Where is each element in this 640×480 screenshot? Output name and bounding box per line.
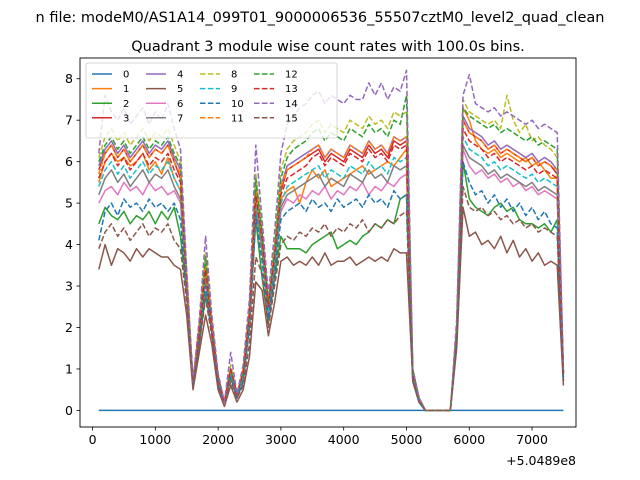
y-tick-label: 8 (65, 71, 73, 86)
x-tick-label: 1000 (139, 432, 171, 447)
legend-label-1: 1 (123, 84, 129, 95)
legend-label-13: 13 (285, 84, 298, 95)
y-tick-label: 3 (65, 279, 73, 294)
legend-label-5: 5 (177, 84, 183, 95)
x-axis-ticks: 0 1000 2000 3000 4000 5000 6000 7000 (89, 427, 548, 447)
x-tick-label: 7000 (516, 432, 548, 447)
x-tick-label: 0 (89, 432, 97, 447)
legend-label-14: 14 (285, 99, 298, 110)
y-tick-label: 0 (65, 403, 73, 418)
y-tick-label: 1 (65, 361, 73, 376)
x-tick-label: 4000 (328, 432, 360, 447)
legend-label-0: 0 (123, 70, 129, 81)
legend-label-6: 6 (177, 99, 183, 110)
legend-label-12: 12 (285, 70, 298, 81)
x-axis-offset-label: +5.0489e8 (506, 453, 576, 468)
figure-suptitle: n file: modeM0/AS1A14_099T01_9000006536_… (36, 10, 605, 26)
y-tick-label: 4 (65, 237, 73, 252)
legend-label-7: 7 (177, 113, 183, 124)
y-tick-label: 5 (65, 196, 73, 211)
legend-label-2: 2 (123, 99, 129, 110)
legend-label-9: 9 (231, 84, 237, 95)
axes-frame (79, 57, 577, 428)
x-tick-label: 3000 (265, 432, 297, 447)
legend-box (85, 62, 338, 139)
series-line-9 (98, 136, 565, 412)
series-line-10 (98, 160, 565, 412)
y-tick-label: 7 (65, 113, 73, 128)
legend-label-3: 3 (123, 113, 129, 124)
series-line-5 (98, 206, 565, 412)
series-line-15 (98, 185, 565, 412)
x-tick-label: 6000 (453, 432, 485, 447)
y-tick-label: 2 (65, 320, 73, 335)
series-line-7 (98, 144, 565, 412)
legend-label-15: 15 (285, 113, 298, 124)
series-line-6 (98, 148, 565, 412)
x-tick-label: 2000 (202, 432, 234, 447)
legend-label-8: 8 (231, 70, 237, 81)
series-line-2 (98, 160, 565, 412)
legend-label-4: 4 (177, 70, 183, 81)
y-tick-label: 6 (65, 154, 73, 169)
y-axis-ticks: 0 1 2 3 4 5 6 7 8 (65, 71, 80, 418)
x-tick-label: 5000 (391, 432, 423, 447)
series-line-11 (98, 119, 565, 412)
legend-label-10: 10 (231, 99, 244, 110)
series-line-3 (98, 119, 565, 412)
series-line-13 (98, 127, 565, 412)
legend-label-11: 11 (231, 113, 244, 124)
chart-title: Quadrant 3 module wise count rates with … (131, 39, 525, 55)
